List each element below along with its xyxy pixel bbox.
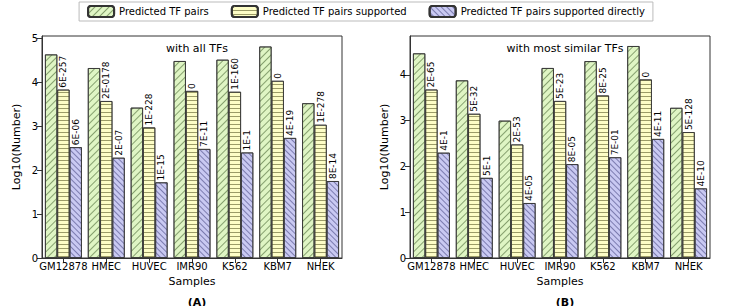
svg-text:3: 3 [400,115,406,126]
svg-text:with most similar TFs: with most similar TFs [507,42,624,55]
svg-text:Predicted TF pairs: Predicted TF pairs [119,6,209,17]
svg-text:6E-257: 6E-257 [58,56,68,88]
svg-text:8E-05: 8E-05 [567,136,577,162]
svg-text:1E-160: 1E-160 [230,58,240,90]
svg-text:with all TFs: with all TFs [166,42,228,55]
svg-text:Predicted TF pairs supported d: Predicted TF pairs supported directly [461,6,645,17]
svg-text:8E-25: 8E-25 [598,67,608,93]
svg-text:1E-228: 1E-228 [144,93,154,125]
svg-text:HUVEC: HUVEC [132,261,167,272]
svg-text:4E-19: 4E-19 [285,110,295,136]
svg-text:2E-53: 2E-53 [512,116,522,142]
svg-text:5E-23: 5E-23 [555,73,565,99]
svg-text:IMR90: IMR90 [544,261,575,272]
svg-text:2E-65: 2E-65 [426,61,436,87]
svg-text:Samples: Samples [169,275,216,288]
svg-text:0: 0 [641,71,651,77]
svg-text:0: 0 [32,253,38,264]
svg-text:KBM7: KBM7 [632,261,660,272]
svg-text:4E-11: 4E-11 [653,111,663,137]
svg-text:7E-01: 7E-01 [610,129,620,155]
svg-text:K562: K562 [590,261,616,272]
svg-text:2E-0178: 2E-0178 [101,61,111,99]
svg-text:NHEK: NHEK [675,261,703,272]
svg-text:IMR90: IMR90 [176,261,207,272]
svg-text:4E-10: 4E-10 [696,160,706,186]
svg-text:Samples: Samples [537,275,584,288]
svg-text:5E-1: 5E-1 [482,156,492,176]
svg-text:1E-1: 1E-1 [242,130,252,150]
svg-text:4E-05: 4E-05 [524,175,534,201]
svg-text:GM12878: GM12878 [39,261,87,272]
svg-text:1E-278: 1E-278 [316,91,326,123]
svg-text:2E-07: 2E-07 [114,130,124,156]
svg-text:HUVEC: HUVEC [500,261,535,272]
svg-text:7E-11: 7E-11 [199,121,209,147]
svg-text:NHEK: NHEK [307,261,335,272]
svg-text:2: 2 [400,161,406,172]
svg-text:KBM7: KBM7 [264,261,292,272]
svg-text:5: 5 [32,33,38,44]
svg-text:0: 0 [273,73,283,79]
svg-text:8E-14: 8E-14 [328,153,338,179]
svg-text:Log10(Number): Log10(Number) [10,104,23,190]
svg-text:4E-1: 4E-1 [439,130,449,150]
svg-text:1E-15: 1E-15 [156,154,166,180]
svg-text:0: 0 [187,83,197,89]
svg-text:5E-32: 5E-32 [469,86,479,112]
svg-text:GM12878: GM12878 [407,261,455,272]
svg-text:6E-06: 6E-06 [71,119,81,145]
svg-text:4: 4 [400,69,406,80]
svg-text:4: 4 [32,77,38,88]
svg-text:HMEC: HMEC [92,261,121,272]
svg-text:5E-128: 5E-128 [684,98,694,130]
svg-text:(B): (B) [556,296,574,306]
svg-text:1: 1 [32,209,38,220]
svg-text:Predicted TF pairs supported: Predicted TF pairs supported [263,6,407,17]
svg-text:Log10(Number): Log10(Number) [378,104,391,190]
svg-text:0: 0 [400,253,406,264]
svg-text:K562: K562 [222,261,248,272]
svg-text:3: 3 [32,121,38,132]
svg-text:HMEC: HMEC [460,261,489,272]
svg-text:2: 2 [32,165,38,176]
svg-text:1: 1 [400,207,406,218]
svg-text:(A): (A) [188,296,207,306]
